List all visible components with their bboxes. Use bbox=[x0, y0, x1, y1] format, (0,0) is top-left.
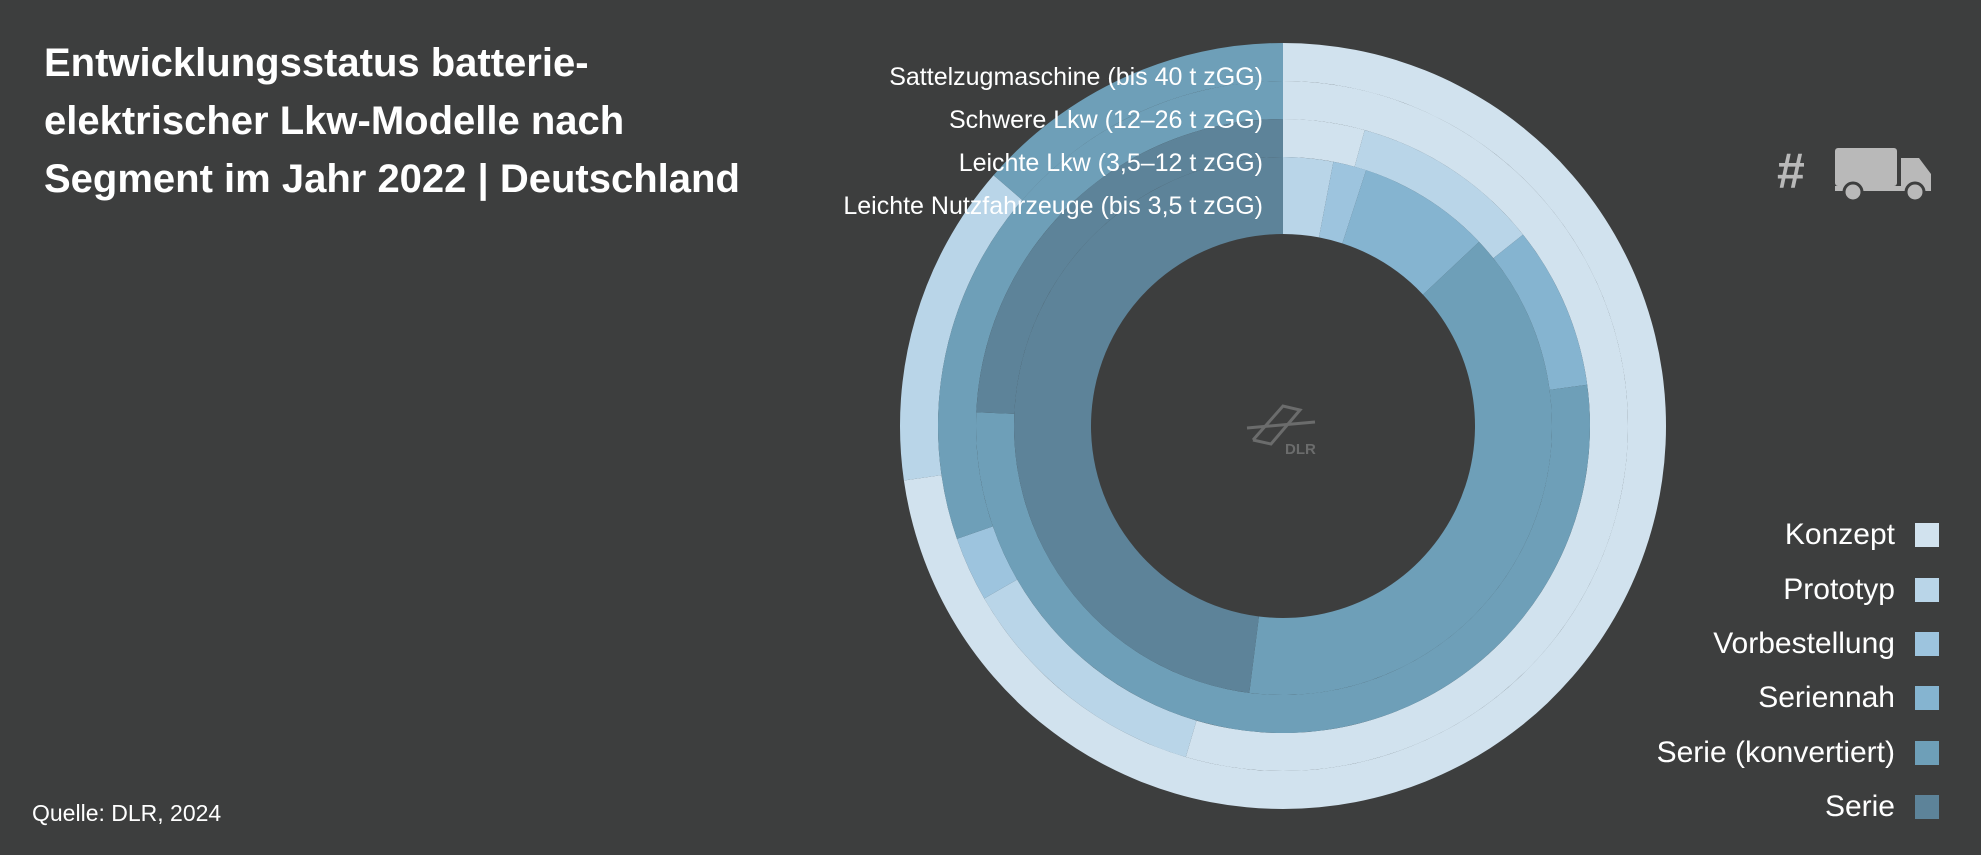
legend-label: Serie bbox=[1824, 790, 1895, 824]
legend-item: Prototyp bbox=[1783, 562, 1939, 616]
chart-title: Entwicklungsstatus batterie- elektrische… bbox=[44, 34, 804, 208]
legend-label: Serie (konvertiert) bbox=[1656, 735, 1895, 769]
chart-title-line: Segment im Jahr 2022 | Deutschland bbox=[44, 157, 740, 201]
legend: Konzept Prototyp Vorbestellung Seriennah… bbox=[1657, 508, 1939, 834]
ring-segment bbox=[976, 119, 1283, 414]
ring-segment bbox=[1014, 157, 1283, 693]
ring-segment bbox=[1354, 130, 1524, 259]
logo-text: DLR bbox=[1285, 441, 1316, 458]
chart-title-line: elektrischer Lkw-Modelle nach bbox=[44, 99, 625, 143]
legend-swatch bbox=[1915, 686, 1939, 711]
ring-segment bbox=[1283, 157, 1334, 238]
unit-symbol: # bbox=[1777, 143, 1805, 199]
ring-label: Leichte Nutzfahrzeuge (bis 3,5 t zGG) bbox=[843, 192, 1263, 220]
legend-item: Serie bbox=[1825, 780, 1939, 834]
ring-segment bbox=[938, 81, 1283, 539]
legend-item: Seriennah bbox=[1758, 671, 1939, 725]
ring-segment bbox=[956, 526, 1018, 599]
legend-swatch bbox=[1915, 795, 1939, 820]
ring-label: Leichte Lkw (3,5–12 t zGG) bbox=[958, 149, 1263, 177]
ring-label: Sattelzugmaschine (bis 40 t zGG) bbox=[889, 63, 1263, 91]
legend-label: Vorbestellung bbox=[1713, 626, 1895, 660]
dlr-logo-icon: DLR bbox=[1246, 404, 1316, 458]
legend-swatch bbox=[1915, 740, 1939, 765]
legend-label: Seriennah bbox=[1758, 681, 1895, 715]
legend-item: Serie (konvertiert) bbox=[1657, 726, 1939, 780]
ring-segment bbox=[993, 43, 1283, 201]
ring-segment bbox=[900, 175, 1023, 481]
ring-segment bbox=[1283, 119, 1365, 167]
ring-segment bbox=[1342, 170, 1480, 295]
source-note: Quelle: DLR, 2024 bbox=[32, 800, 222, 826]
ring-segment bbox=[1493, 234, 1588, 390]
legend-item: Vorbestellung bbox=[1713, 617, 1939, 671]
legend-swatch bbox=[1915, 631, 1939, 656]
legend-swatch bbox=[1915, 523, 1939, 548]
ring-segment bbox=[984, 579, 1197, 758]
ring-segment bbox=[1318, 161, 1367, 244]
ring-segment bbox=[1249, 241, 1552, 696]
legend-label: Prototyp bbox=[1783, 572, 1895, 606]
legend-swatch bbox=[1915, 577, 1939, 602]
ring-label: Schwere Lkw (12–26 t zGG) bbox=[948, 106, 1263, 134]
legend-item: Konzept bbox=[1785, 508, 1939, 562]
chart-title-line: Entwicklungsstatus batterie- bbox=[44, 41, 589, 85]
legend-label: Konzept bbox=[1784, 518, 1895, 552]
truck-icon bbox=[1835, 148, 1931, 202]
